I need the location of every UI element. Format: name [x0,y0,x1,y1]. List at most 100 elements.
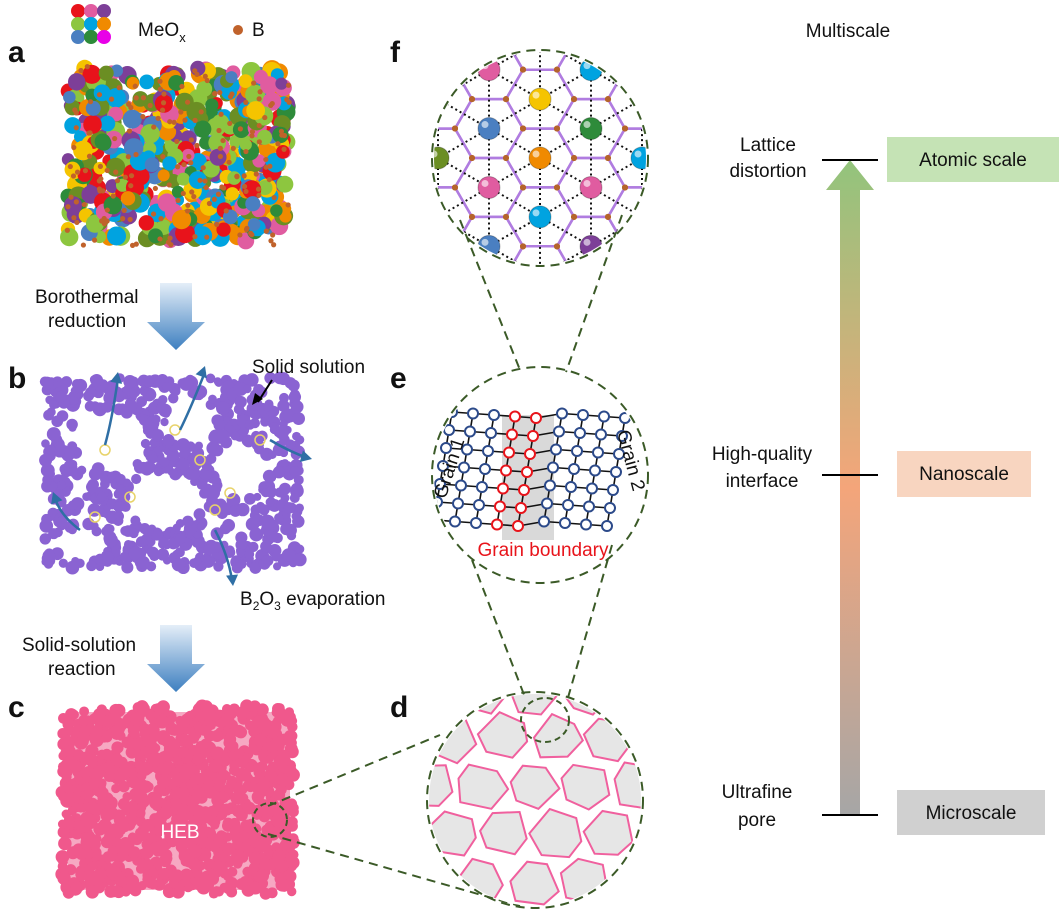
product-particle [203,768,214,779]
atom-highlight [380,62,387,69]
solid-particle [89,521,99,531]
product-particle [238,793,249,803]
product-particle [206,872,220,885]
product-particle [83,765,94,777]
boron-particle [178,109,184,115]
boron-atom [418,361,424,367]
product-label: HEB [160,822,199,843]
product-particle [142,858,154,870]
boron-particle [155,115,161,121]
pore-ring [124,491,136,503]
boron-atom [452,243,458,250]
boron-particle [73,110,79,116]
oxide-particle [157,169,170,182]
product-particle [274,872,287,885]
solid-particle [39,453,53,467]
hex-cell [659,158,727,217]
solid-particle [107,471,116,481]
product-particle [199,875,210,886]
solid-particle [106,513,117,523]
boron-atom [367,155,373,161]
boron-atom [707,332,713,338]
solid-particle [42,549,56,563]
solid-particle [216,429,230,443]
boron-atom [469,37,475,43]
product-particle [222,832,233,842]
boron-particle [121,207,127,214]
product-particle [90,726,103,739]
boron-atom [452,8,458,14]
oxide-particle [67,73,86,91]
boron-atom [571,155,577,161]
boron-atom [503,37,509,43]
dotted-bond [590,245,643,264]
pore-ring [254,434,266,446]
solid-particle [130,515,141,526]
product-particle [85,885,99,899]
product-particle [93,822,107,836]
hex-cell [353,40,421,99]
atom-highlight [686,357,693,364]
boron-atom [724,243,730,249]
metal-atom [580,294,602,316]
legend-label: B [252,20,265,41]
oxide-particle [139,74,155,90]
boron-atom [656,361,662,367]
solid-particle [115,473,126,485]
boron-atom [350,243,356,249]
dotted-bond [641,245,646,264]
product-particle [247,828,260,841]
grain [613,761,641,809]
oxide-particle [93,84,111,102]
boron-particle [230,145,236,151]
solid-particle [82,492,91,502]
boron-atom [520,8,526,14]
product-particle [253,733,267,747]
grain [429,857,454,906]
product-particle [271,813,285,828]
solid-particle [285,439,296,450]
oxide-particle [120,191,136,206]
boron-particle [180,190,186,197]
dotted-bond [438,0,489,11]
scale-title: Multiscale [806,21,890,42]
boron-atom [469,332,475,338]
solid-particle [163,530,172,539]
boron-particle [206,200,213,207]
metal-atom [478,294,500,316]
boron-atom [656,126,662,132]
atom [464,425,476,438]
boron-atom [554,125,560,132]
panel-label: d [390,691,408,724]
solid-particle [290,400,304,414]
scale-label: Nanoscale [919,464,1009,485]
product-particle [58,792,68,802]
product-particle [204,786,217,799]
zoom-ring [252,802,288,838]
product-particle [272,716,283,726]
boron-particle [80,242,87,248]
boron-particle [110,193,116,199]
boron-particle [133,95,139,101]
metal-atom [376,0,398,22]
dotted-bond [489,0,540,11]
product-particle [105,866,118,879]
atom [509,410,521,423]
dotted-bond [642,276,693,305]
formula: B [240,589,253,610]
legend-dot [71,4,85,18]
boron-atom [367,37,373,43]
boron-atom [452,361,458,367]
boron-particle [104,167,110,174]
boron-atom [622,302,628,308]
atom [458,461,470,474]
metal-atom [682,176,704,198]
solid-particle [123,374,137,389]
boron-atom [418,243,424,249]
solid-particle [236,548,245,558]
product-particle [155,714,169,729]
boron-atom [401,155,407,161]
product-particle [264,847,274,858]
boron-atom [418,243,424,249]
product-particle [100,835,114,849]
